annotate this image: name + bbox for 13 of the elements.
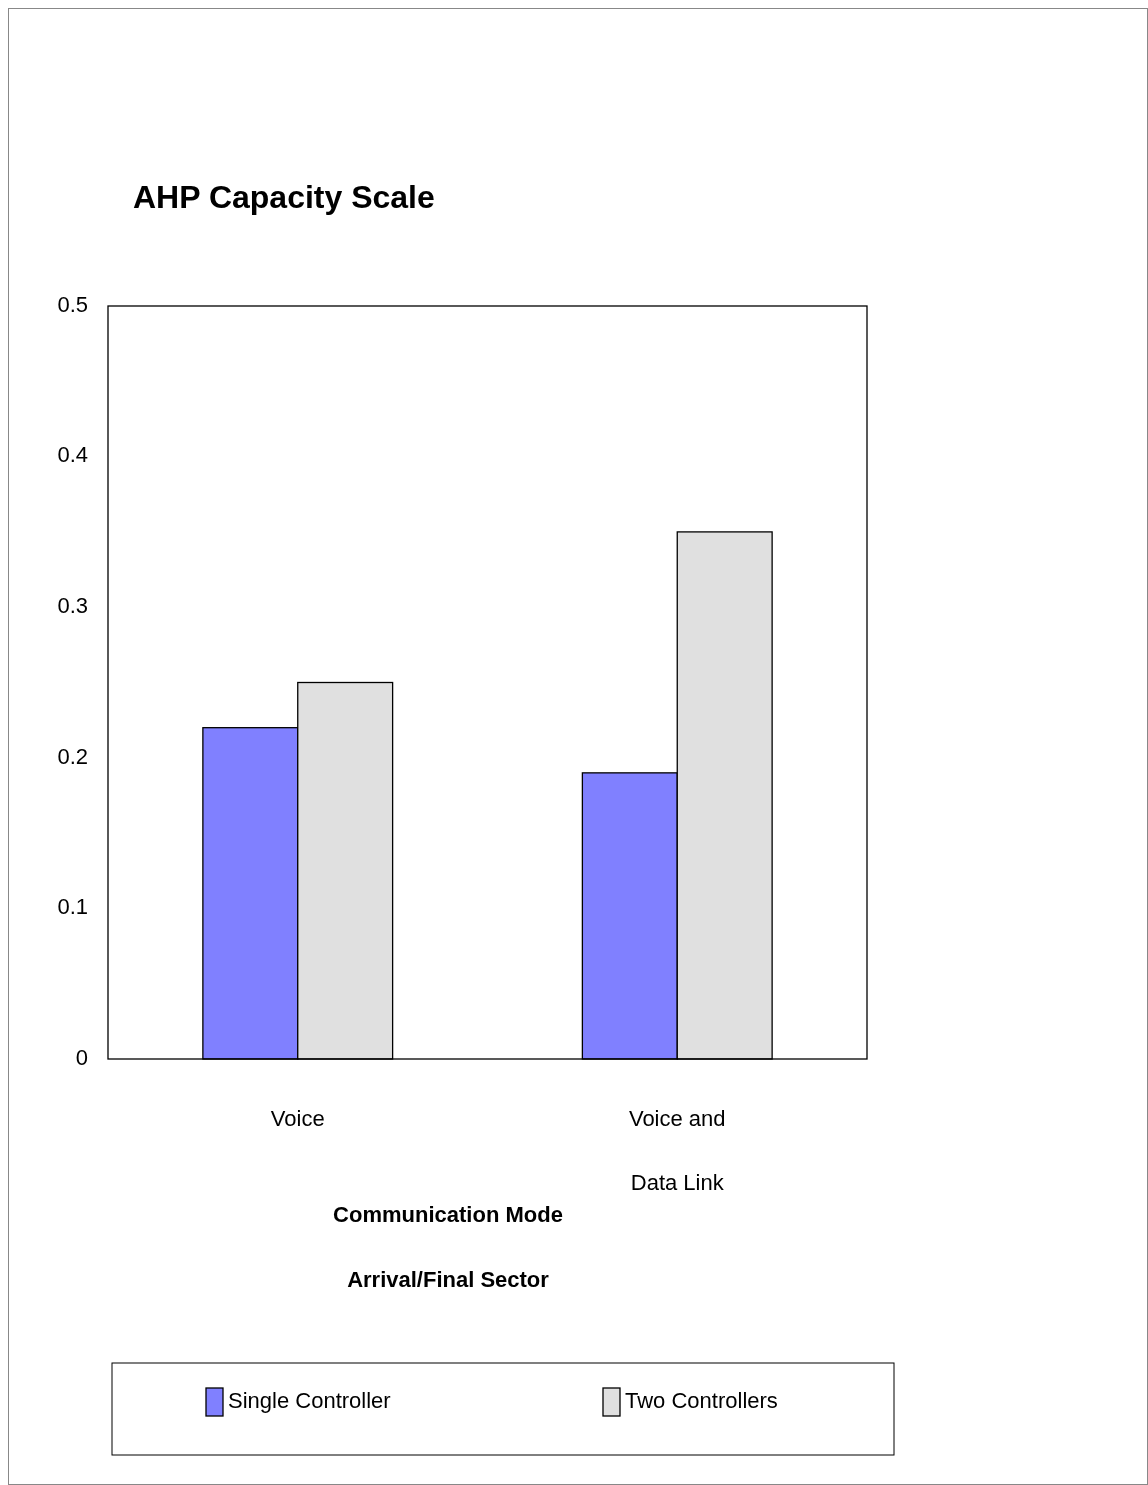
text: Communication Mode (333, 1202, 563, 1227)
category-label: Voice and Data Link (628, 1106, 726, 1195)
legend-label: Two Controllers (625, 1387, 778, 1413)
y-tick-label: 0.4 (57, 442, 88, 468)
legend-label: Single Controller (228, 1387, 391, 1413)
text: Arrival/Final Sector (347, 1267, 550, 1292)
y-tick-label: 0.3 (57, 593, 88, 619)
y-tick-label: 0.1 (57, 894, 88, 920)
x-tick-label: Voice (270, 1106, 325, 1131)
y-tick-label: 0.2 (57, 743, 88, 769)
y-tick-label: 0.5 (57, 291, 88, 317)
y-tick-label: 0 (75, 1044, 88, 1070)
chart-title: AHP Capacity Scale (133, 179, 435, 215)
